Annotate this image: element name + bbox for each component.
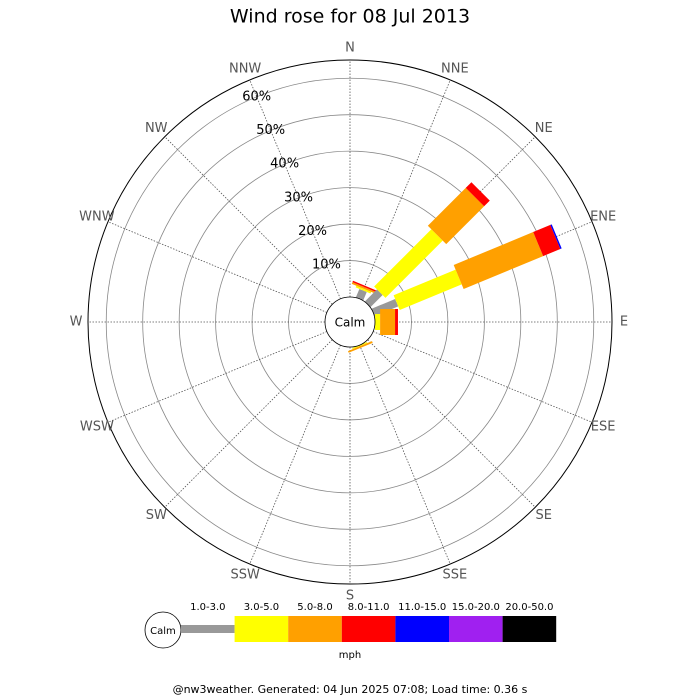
- legend-label: 1.0-3.0: [190, 602, 225, 613]
- spoke: [359, 79, 451, 300]
- direction-label: WSW: [80, 419, 114, 434]
- spoke: [359, 344, 451, 565]
- legend-swatch: [449, 616, 503, 642]
- legend-label: 15.0-20.0: [452, 602, 500, 613]
- direction-label: NNE: [441, 61, 469, 76]
- outer-ring: [87, 59, 613, 585]
- direction-label: NE: [535, 121, 553, 136]
- rose-segment: [380, 309, 396, 335]
- legend-label: 8.0-11.0: [348, 602, 390, 613]
- spoke: [249, 79, 341, 300]
- rose-segment: [375, 314, 381, 330]
- r-tick-label: 30%: [284, 190, 313, 205]
- r-tick-label: 60%: [242, 89, 271, 104]
- direction-label: ESE: [591, 419, 616, 434]
- spoke: [367, 339, 536, 508]
- legend-swatch: [502, 616, 557, 642]
- legend-label: 20.0-50.0: [505, 602, 553, 613]
- spoke: [164, 136, 333, 305]
- rose-segment: [465, 182, 490, 207]
- direction-label: N: [345, 41, 355, 56]
- direction-label: WNW: [79, 210, 115, 225]
- rose-segment: [453, 232, 544, 290]
- rose-segment: [355, 285, 372, 294]
- rose-segment: [355, 288, 367, 301]
- rose-segment: [427, 187, 485, 245]
- spoke: [107, 331, 328, 423]
- legend-swatch: [341, 616, 396, 642]
- spoke: [164, 339, 333, 508]
- legend-label: 5.0-8.0: [297, 602, 332, 613]
- rose-segment: [347, 341, 373, 353]
- grid-ring: [142, 114, 558, 530]
- legend-calm-label: Calm: [150, 626, 176, 637]
- rose-segment: [395, 309, 398, 335]
- rose-segment: [374, 229, 443, 298]
- direction-label: W: [70, 315, 83, 330]
- calm-circle: [324, 296, 376, 348]
- calm-label: Calm: [335, 316, 366, 330]
- direction-label: ENE: [590, 210, 616, 225]
- rose-segment: [371, 298, 399, 317]
- grid-ring: [105, 77, 595, 567]
- direction-label: NNW: [229, 61, 261, 76]
- rose-segment: [352, 342, 368, 350]
- direction-label: S: [346, 589, 354, 604]
- rose-segment: [550, 224, 562, 249]
- legend-swatch: [288, 616, 342, 642]
- r-tick-label: 10%: [312, 258, 341, 273]
- spoke: [107, 221, 328, 313]
- direction-label: SSW: [230, 568, 260, 583]
- grid-ring: [178, 150, 522, 494]
- chart-title: Wind rose for 08 Jul 2013: [230, 6, 470, 28]
- legend-swatch: [395, 616, 449, 642]
- r-tick-label: 40%: [270, 157, 299, 172]
- legend-swatch: [234, 616, 289, 642]
- unit-label: mph: [339, 650, 361, 661]
- direction-label: SSE: [442, 568, 467, 583]
- rose-segment: [351, 282, 377, 294]
- footer: @nw3weather. Generated: 04 Jun 2025 07:0…: [173, 683, 528, 696]
- rose-segment: [364, 289, 383, 308]
- legend-swatch: [181, 625, 235, 633]
- legend-label: 11.0-15.0: [398, 602, 446, 613]
- spoke: [372, 331, 593, 423]
- legend-label: 3.0-5.0: [244, 602, 279, 613]
- direction-label: SE: [536, 508, 552, 523]
- rose-segment: [533, 224, 561, 257]
- spoke: [249, 344, 341, 565]
- direction-label: NW: [145, 121, 168, 136]
- direction-label: E: [620, 315, 628, 330]
- r-tick-label: 50%: [256, 123, 285, 138]
- rose-segment: [393, 269, 462, 311]
- rose-segment: [352, 280, 378, 293]
- r-tick-label: 20%: [298, 224, 327, 239]
- direction-label: SW: [146, 508, 167, 523]
